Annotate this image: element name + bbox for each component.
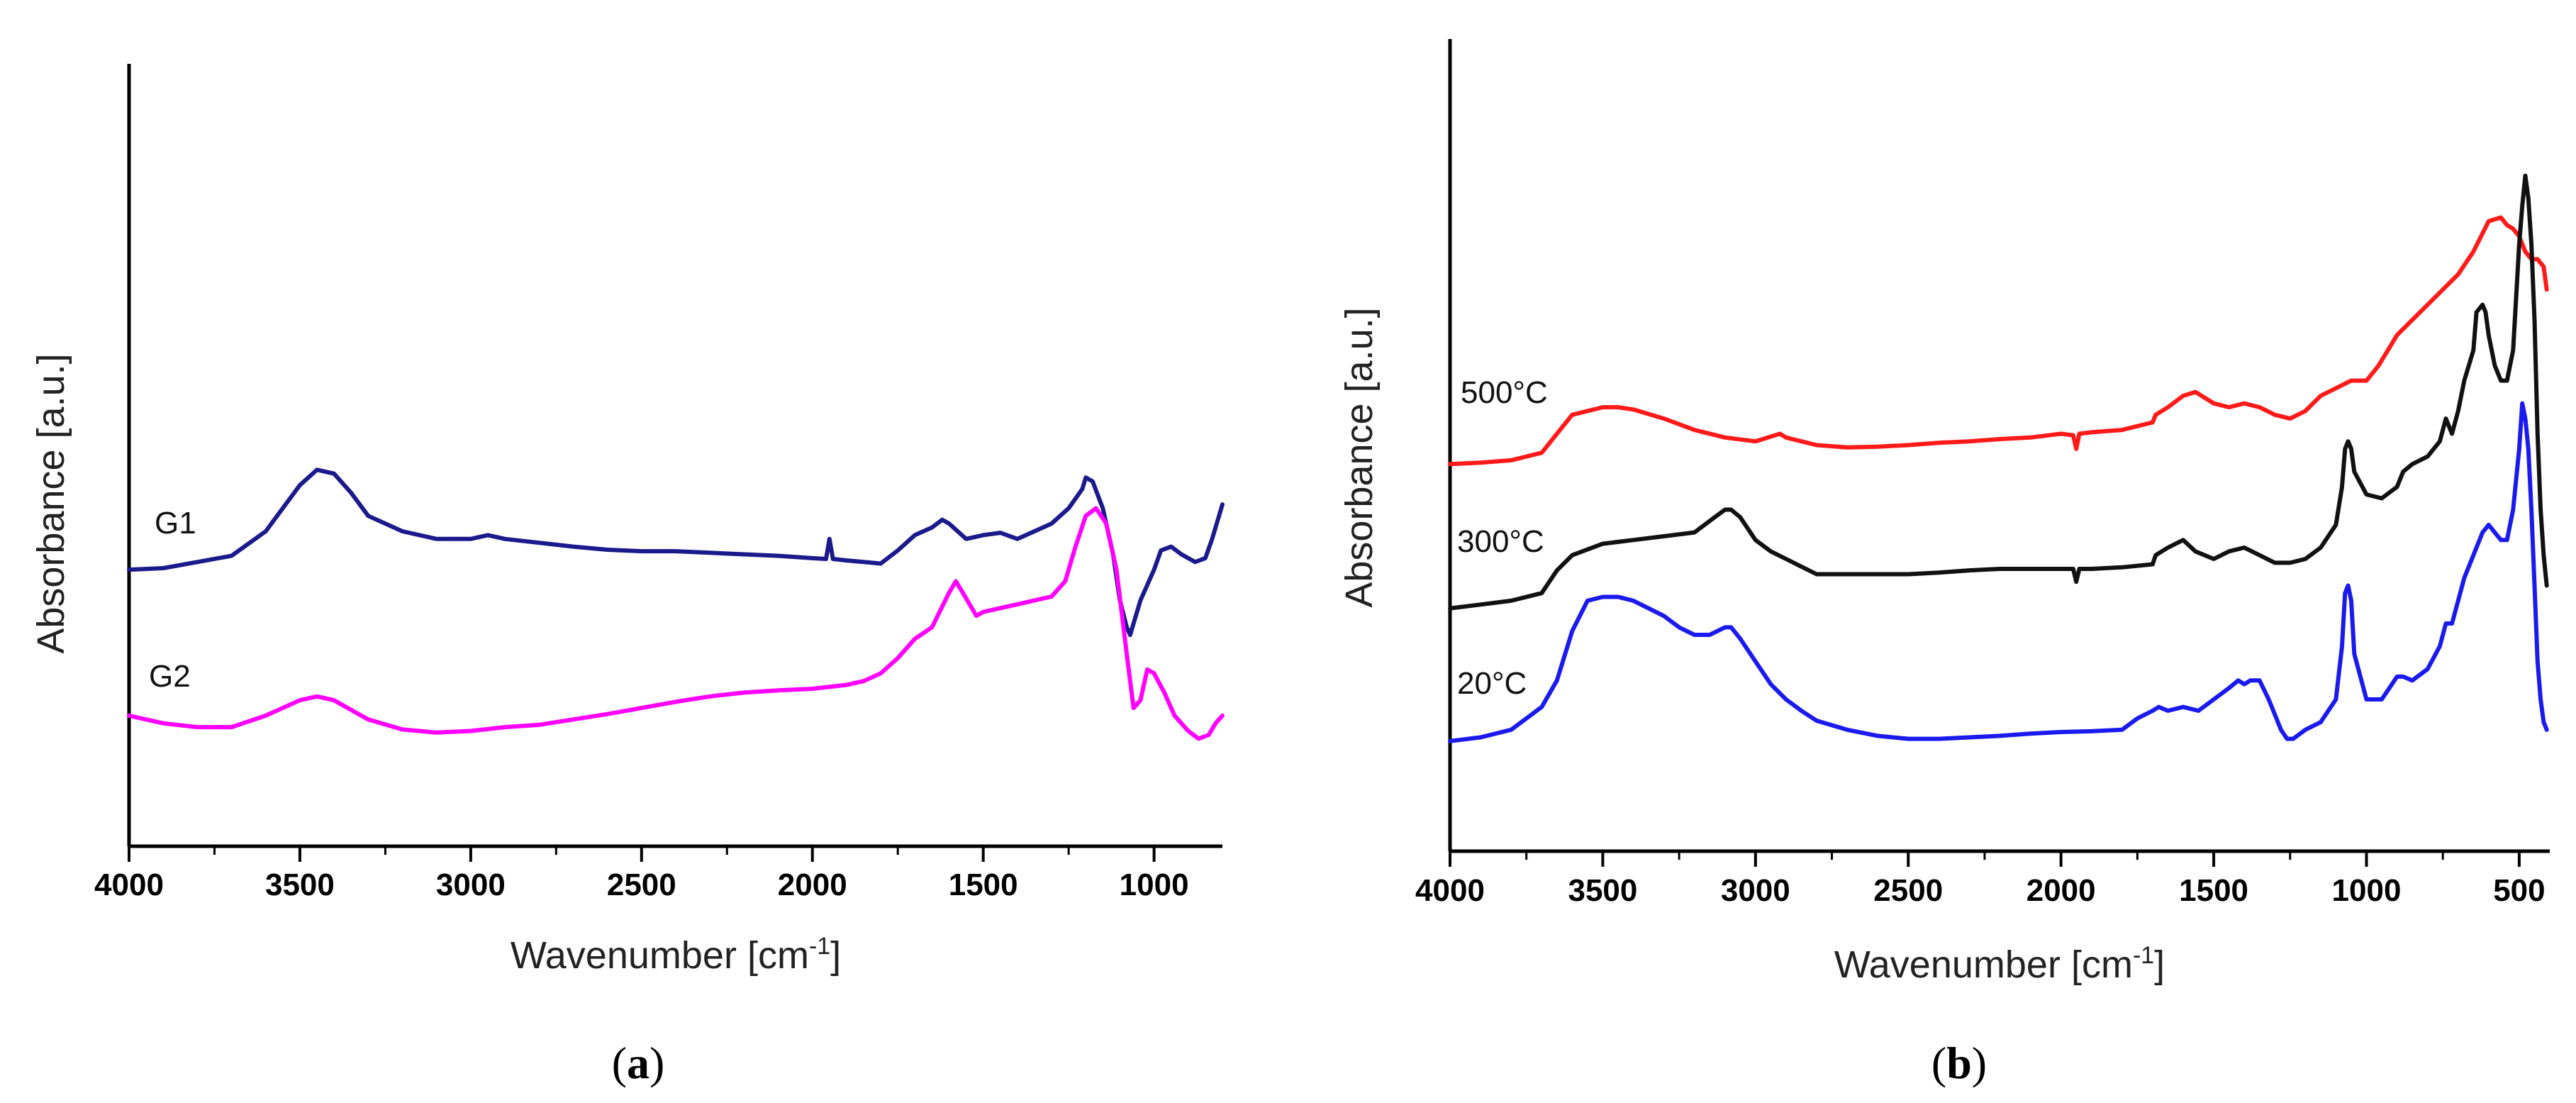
x-tick-label-b-2000: 2000 [2026, 873, 2096, 908]
x-ticks-a: 4000 3500 3000 2500 2000 1500 1000 [94, 846, 1189, 902]
chart-panel-b: 4000 3500 3000 2500 2000 1500 1000 500 500°C 300… [1338, 39, 2550, 1088]
x-tick-label-a-1500: 1500 [949, 868, 1018, 902]
chart-panel-a: 4000 3500 3000 2500 2000 1500 1000 G1 G2 Wavenu… [30, 64, 1225, 1088]
y-axis-title-b: Absorbance [a.u.] [1338, 307, 1381, 607]
series-line-a-1 [127, 506, 1225, 741]
x-tick-label-b-1500: 1500 [2179, 873, 2248, 908]
series-label-b-0: 500°C [1461, 375, 1548, 410]
series-label-b-2: 20°C [1457, 666, 1527, 701]
series-line-b-0 [1448, 215, 2549, 467]
x-ticks-b: 4000 3500 3000 2500 2000 1500 1000 500 [1415, 851, 2546, 908]
x-tick-label-a-1000: 1000 [1120, 868, 1189, 902]
panel-label-a: (a) [612, 1038, 665, 1088]
x-axis-title-b: Wavenumber [cm-1] [1834, 942, 2165, 986]
x-tick-label-b-1000: 1000 [2332, 873, 2402, 908]
series-lines-b [1448, 173, 2549, 743]
series-labels-b: 500°C 300°C 20°C [1457, 375, 1548, 701]
x-tick-label-a-3500: 3500 [265, 868, 335, 902]
x-tick-label-a-4000: 4000 [94, 868, 164, 902]
x-tick-label-a-3000: 3000 [436, 868, 506, 902]
series-line-a-0 [127, 467, 1225, 638]
x-tick-label-a-2000: 2000 [778, 868, 847, 902]
x-tick-label-b-4000: 4000 [1415, 873, 1485, 908]
y-axis-title-a: Absorbance [a.u.] [30, 353, 72, 653]
x-tick-label-b-500: 500 [2493, 873, 2545, 908]
series-line-b-1 [1448, 173, 2549, 611]
x-tick-label-a-2500: 2500 [607, 868, 676, 902]
series-label-a-1: G2 [149, 659, 191, 694]
series-lines-a [127, 467, 1225, 741]
series-line-b-2 [1448, 401, 2549, 743]
x-tick-label-b-2500: 2500 [1873, 873, 1943, 908]
x-axis-title-a: Wavenumber [cm-1] [511, 933, 841, 977]
series-labels-a: G1 G2 [149, 506, 196, 694]
x-tick-label-b-3500: 3500 [1568, 873, 1637, 908]
series-label-a-0: G1 [155, 506, 196, 541]
panel-label-b: (b) [1931, 1038, 1987, 1088]
series-label-b-1: 300°C [1457, 524, 1544, 559]
x-tick-label-b-3000: 3000 [1721, 873, 1790, 908]
